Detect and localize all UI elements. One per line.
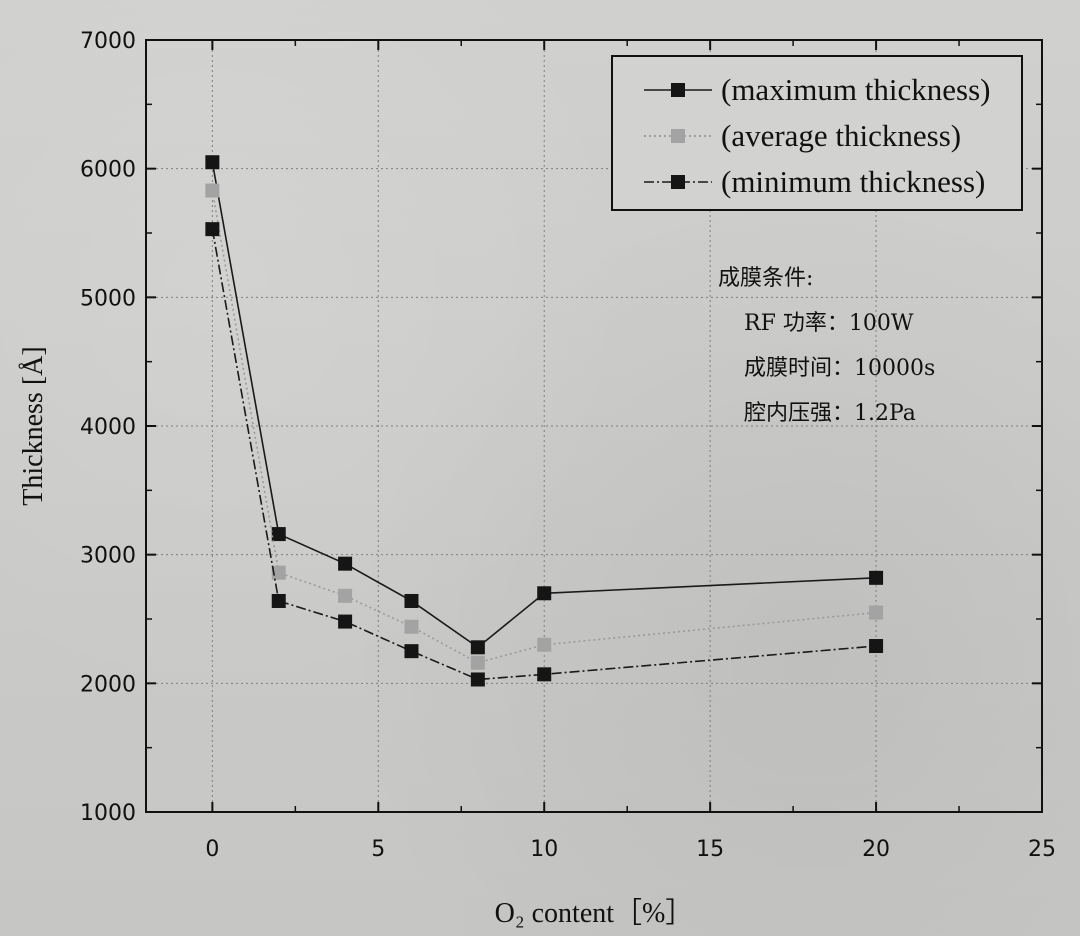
legend-entry-minimum: (minimum thickness) (644, 164, 985, 199)
x-tick-label: 0 (205, 837, 219, 862)
data-point-average (869, 605, 884, 620)
data-point-average (338, 588, 353, 603)
data-point-average (537, 637, 552, 652)
data-point-minimum (338, 614, 353, 629)
legend-entry-average: (average thickness) (644, 118, 961, 153)
x-tick-label: 15 (696, 837, 724, 862)
legend-label-average: (average thickness) (721, 118, 961, 153)
series-group (205, 155, 884, 687)
y-tick-label: 1000 (80, 801, 136, 826)
data-point-maximum (470, 640, 485, 655)
data-point-minimum (869, 639, 884, 654)
data-point-maximum (338, 556, 353, 571)
axis-ticks: 0 5 10 15 20 25 1000 2000 3000 4000 5000 6000 7000 (80, 29, 1056, 862)
legend-label-maximum: (maximum thickness) (721, 72, 990, 107)
data-point-average (271, 565, 286, 580)
legend-marker-maximum (671, 83, 685, 97)
data-point-minimum (537, 667, 552, 682)
legend-entry-maximum: (maximum thickness) (644, 72, 990, 107)
note-line-rf-power: RF 功率：100W (744, 311, 914, 336)
y-tick-label: 3000 (80, 544, 136, 569)
series-maximum (205, 155, 884, 655)
data-point-maximum (537, 586, 552, 601)
note-line-chamber-pressure: 腔内压强：1.2Pa (744, 401, 916, 426)
data-point-minimum (271, 593, 286, 608)
data-point-maximum (271, 527, 286, 542)
x-axis-title: O₂ content［%］ (495, 897, 694, 929)
data-point-maximum (869, 570, 884, 585)
note-heading: 成膜条件: (718, 266, 813, 291)
y-tick-label: 7000 (80, 29, 136, 54)
series-minimum (205, 222, 884, 687)
y-tick-label: 5000 (80, 286, 136, 311)
legend: (maximum thickness) (average thickness) … (611, 55, 1023, 211)
data-point-average (205, 183, 220, 198)
data-point-average (404, 619, 419, 634)
legend-marker-minimum (671, 175, 685, 189)
data-point-maximum (404, 593, 419, 608)
x-tick-label: 25 (1028, 837, 1056, 862)
series-average (205, 183, 884, 670)
y-axis-title: Thickness [Å] (18, 346, 49, 505)
y-tick-label: 2000 (80, 672, 136, 697)
data-point-average (470, 655, 485, 670)
x-tick-label: 20 (862, 837, 890, 862)
deposition-conditions-note: 成膜条件: RF 功率：100W 成膜时间：10000s 腔内压强：1.2Pa (718, 266, 935, 426)
data-point-maximum (205, 155, 220, 170)
y-tick-label: 6000 (80, 158, 136, 183)
note-line-deposition-time: 成膜时间：10000s (744, 356, 935, 381)
data-point-minimum (470, 672, 485, 687)
legend-marker-average (671, 129, 685, 143)
data-point-minimum (205, 222, 220, 237)
x-tick-label: 5 (371, 837, 385, 862)
data-point-minimum (404, 644, 419, 659)
x-tick-label: 10 (530, 837, 558, 862)
y-tick-label: 4000 (80, 415, 136, 440)
legend-label-minimum: (minimum thickness) (721, 164, 985, 199)
